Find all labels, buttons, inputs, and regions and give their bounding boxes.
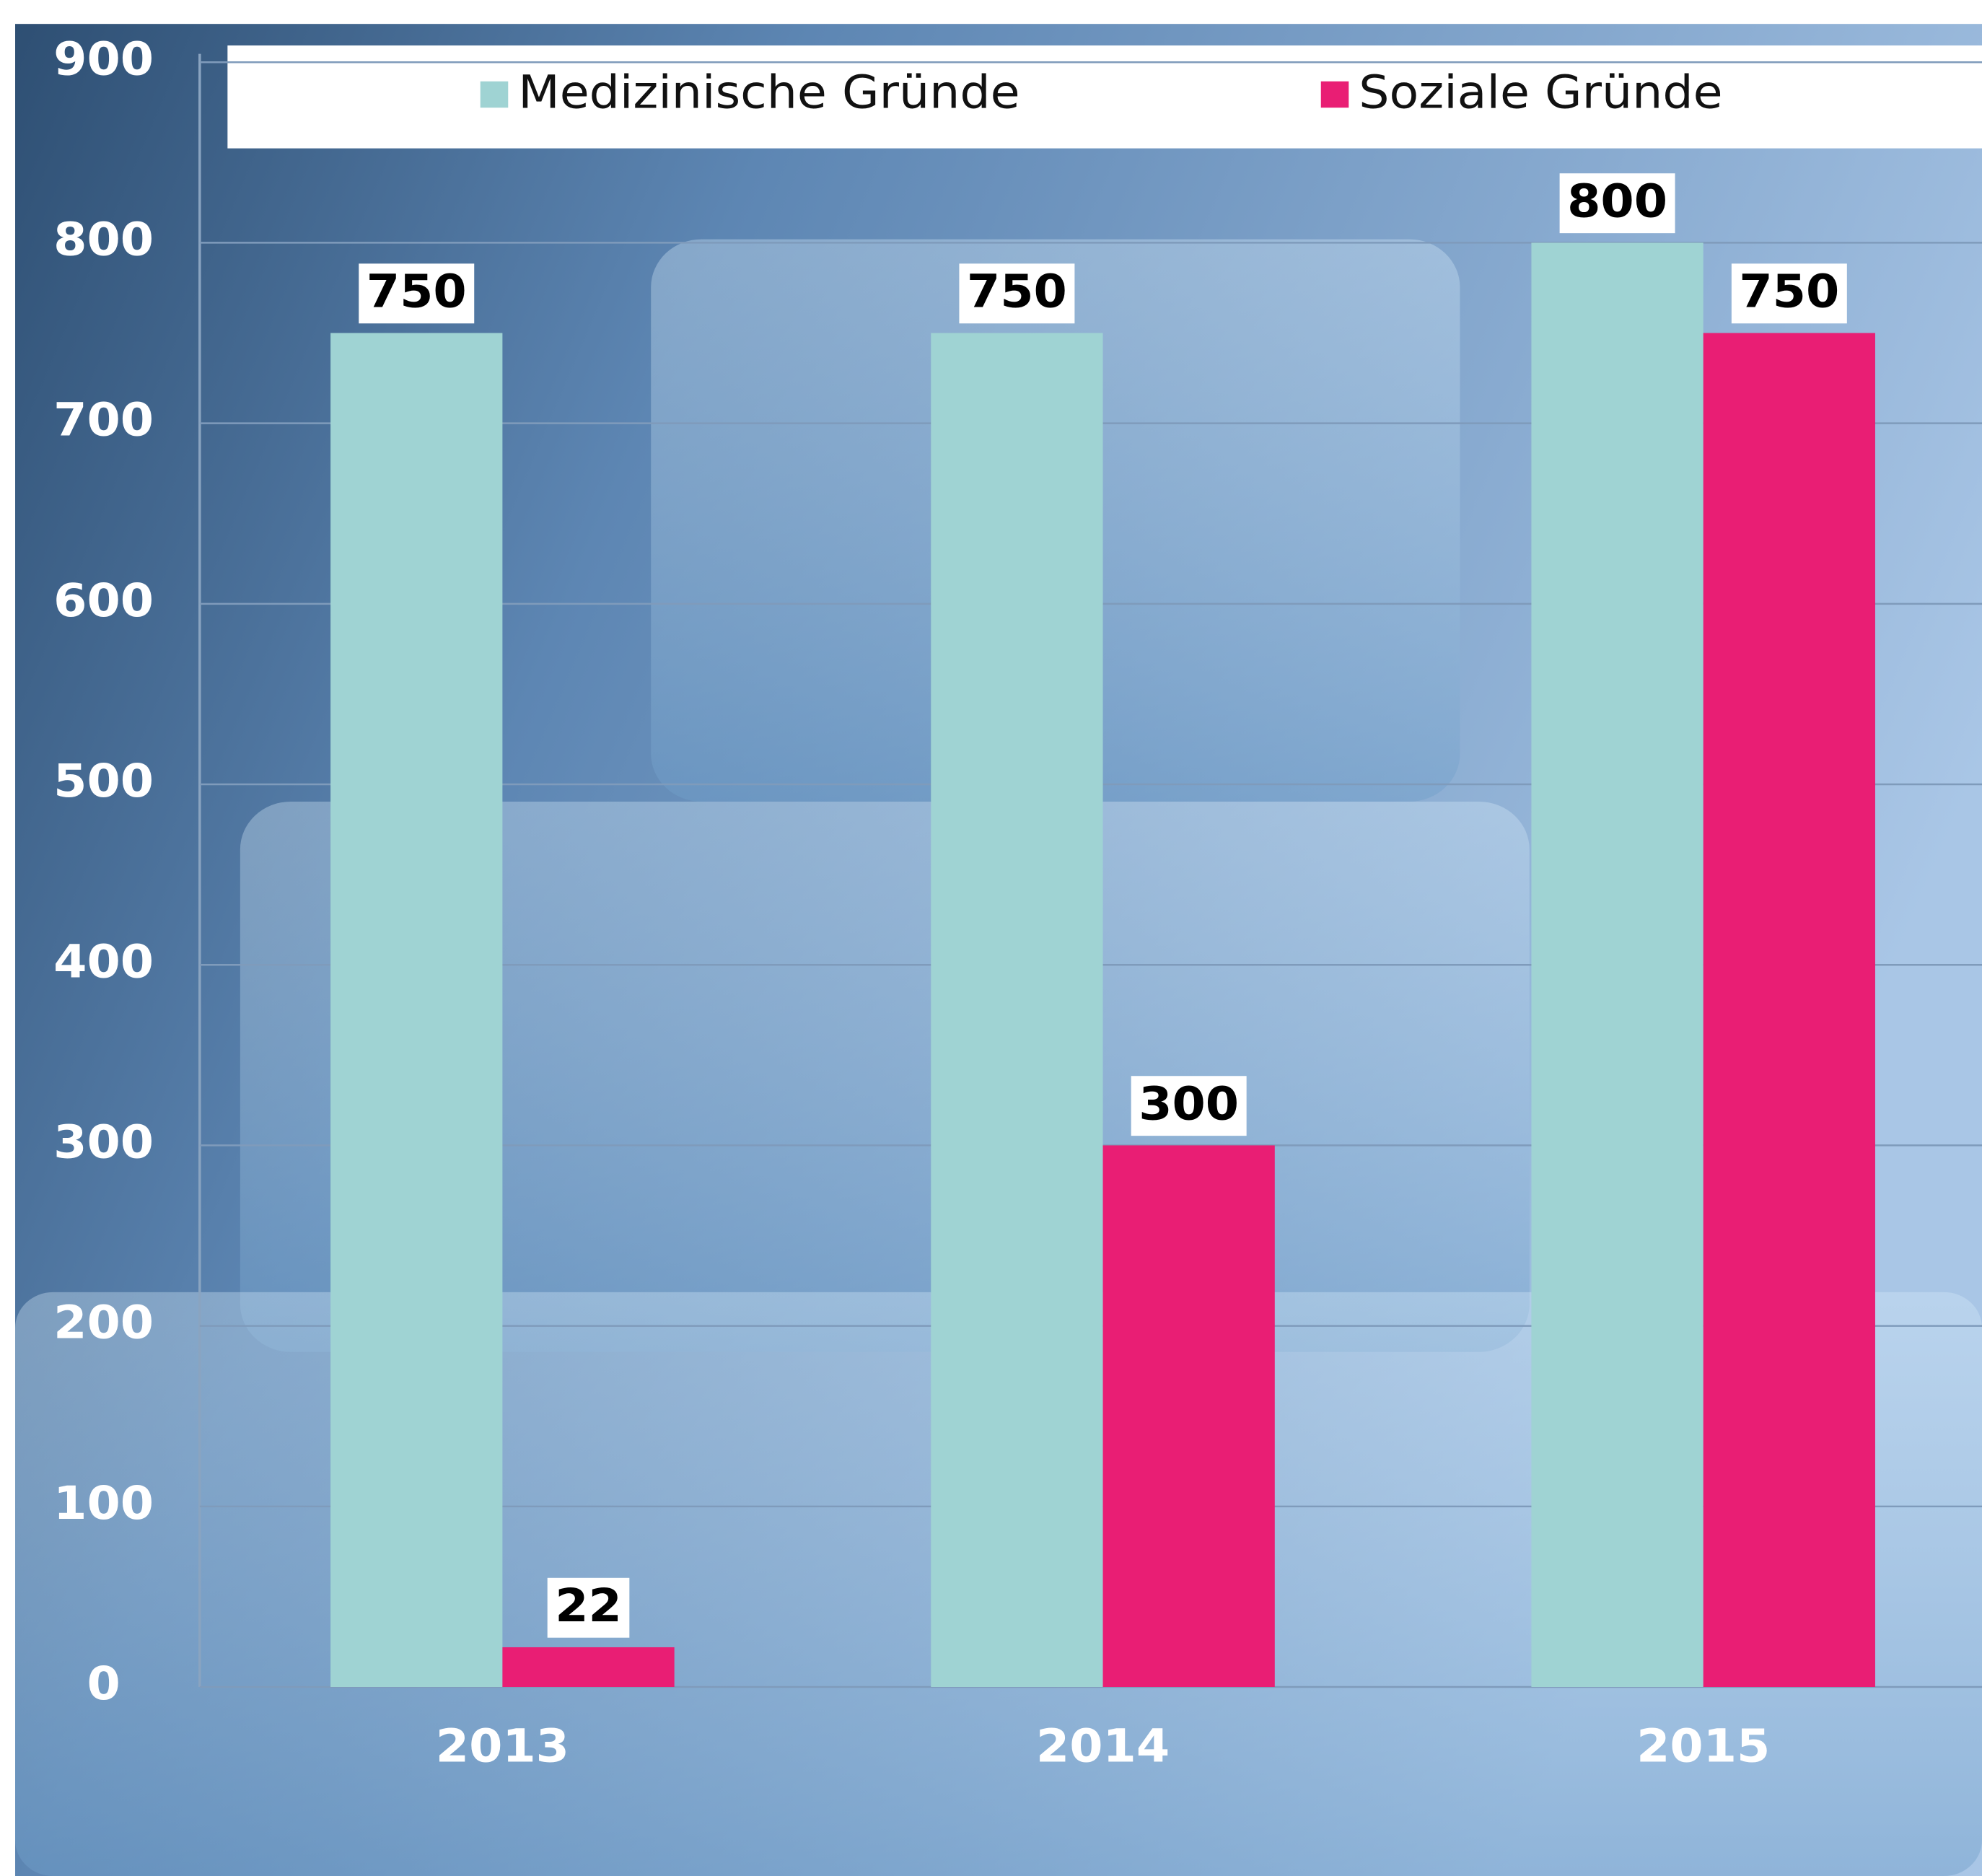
legend-label: Soziale Gründe: [1359, 66, 1722, 119]
bar: [502, 1647, 675, 1688]
legend-swatch: [1320, 81, 1349, 108]
y-tick-label: 500: [53, 755, 154, 808]
y-tick-label: 700: [53, 394, 154, 447]
y-tick-label: 400: [53, 936, 154, 989]
value-label-box: [1131, 1076, 1247, 1136]
y-tick-label: 200: [53, 1297, 154, 1349]
bar: [330, 333, 503, 1688]
bar: [1703, 333, 1875, 1688]
bar: [1102, 1145, 1275, 1688]
y-tick-label: 800: [53, 214, 154, 266]
y-tick-label: 100: [53, 1478, 154, 1530]
value-label: 300: [1139, 1078, 1239, 1131]
value-label-box: [959, 263, 1075, 324]
bar: [931, 333, 1103, 1688]
value-label-box: [359, 263, 475, 324]
x-tick-label: 2015: [1636, 1720, 1770, 1773]
value-label: 750: [1739, 266, 1839, 318]
y-tick-label: 600: [53, 575, 154, 628]
x-tick-label: 2014: [1036, 1720, 1170, 1773]
legend-label: Medizinische Gründe: [518, 66, 1019, 119]
y-tick-label: 0: [87, 1658, 120, 1711]
legend-swatch: [480, 81, 509, 108]
x-tick-label: 2013: [436, 1720, 569, 1773]
value-label: 750: [967, 266, 1067, 318]
value-label: 750: [367, 266, 467, 318]
value-label: 800: [1567, 175, 1667, 228]
bar: [1531, 242, 1703, 1688]
value-label: 22: [555, 1580, 622, 1633]
value-label-box: [547, 1577, 630, 1638]
value-label-box: [1559, 173, 1675, 234]
value-label-box: [1731, 263, 1847, 324]
y-tick-label: 900: [53, 33, 154, 86]
y-tick-label: 300: [53, 1116, 154, 1169]
